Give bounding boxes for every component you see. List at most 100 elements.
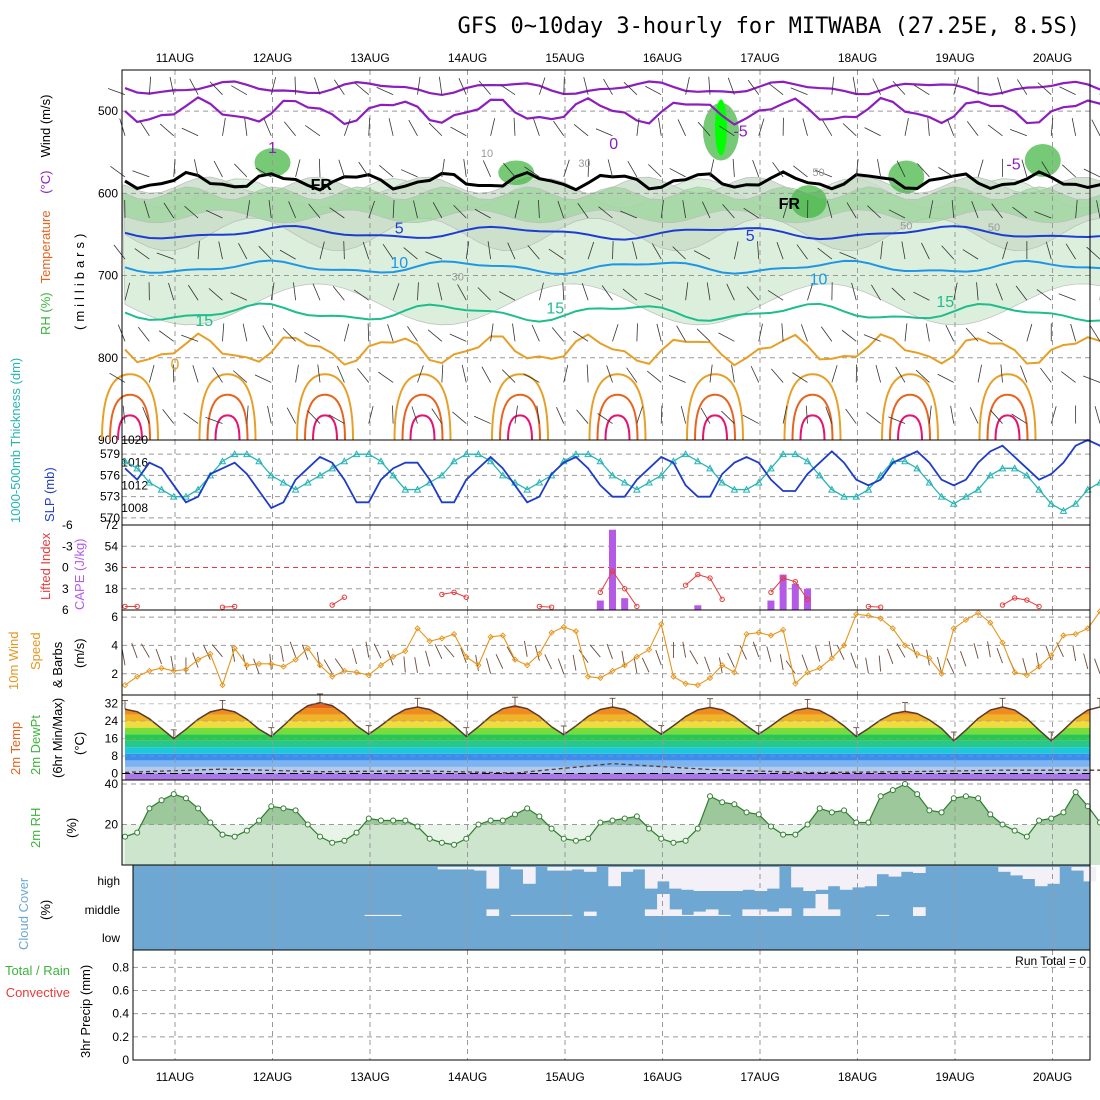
wind-barb — [143, 200, 150, 219]
wind-barb — [603, 78, 613, 95]
wind-barb — [776, 242, 784, 260]
wind-barb-10m — [253, 658, 260, 674]
panel-frame — [121, 609, 1091, 696]
wind-barb — [928, 200, 934, 219]
contour-label: -5 — [733, 124, 747, 141]
cloud-mid-gap — [388, 914, 402, 916]
wind-barb — [752, 159, 760, 178]
wind-barb — [162, 409, 175, 424]
wind-barb-10m — [495, 653, 504, 669]
wind-speed-point — [158, 664, 165, 672]
wind-barb — [367, 323, 370, 342]
wind-barb — [1096, 200, 1100, 219]
thickness-point — [718, 478, 727, 486]
rh-point — [536, 813, 543, 820]
wind-barb-10m — [403, 656, 406, 673]
rh-point — [475, 821, 482, 828]
wind-speed-point — [853, 611, 860, 618]
thickness-point — [974, 485, 982, 493]
wind-barb — [158, 330, 174, 342]
wind-barb — [1061, 371, 1076, 383]
date-tick-label: 15AUG — [545, 1070, 584, 1084]
rh-point — [499, 817, 506, 824]
wind-barb — [719, 125, 735, 137]
wind-barb — [168, 282, 175, 301]
rh-point — [377, 817, 384, 824]
wind-barb — [218, 241, 223, 260]
rh-point — [329, 839, 336, 846]
cloud-level-label: low — [102, 931, 120, 945]
wind-barb — [612, 241, 614, 260]
wind-barb — [353, 289, 369, 301]
lifted-point — [1036, 603, 1042, 610]
thickness-point — [1071, 499, 1080, 507]
lifted-point — [231, 603, 238, 610]
wind-barb — [1037, 82, 1052, 95]
wind-barb — [533, 118, 540, 136]
wind-barb — [425, 251, 443, 260]
wind-barb — [357, 368, 370, 383]
rh-point — [256, 817, 263, 824]
wind-barb — [282, 328, 296, 342]
lifted-line — [441, 591, 467, 598]
temp-band — [125, 766, 1090, 774]
temp-contour-warm — [409, 414, 436, 441]
wind-speed-point — [633, 653, 641, 660]
lifted-point — [999, 602, 1006, 608]
wind-speed-point — [536, 650, 543, 658]
wind-speed-point — [1011, 669, 1018, 676]
cloud-high-gap — [742, 867, 756, 890]
wind-barb — [620, 210, 638, 219]
wind-barb — [258, 245, 272, 260]
rh-point — [487, 817, 494, 824]
wind-barb — [727, 77, 735, 95]
cloud-high-gap — [644, 867, 658, 889]
wind-barb — [458, 78, 467, 95]
wind-barb-10m — [131, 642, 138, 659]
thickness-point — [194, 485, 202, 493]
wind-barb — [732, 158, 735, 177]
wind-barb-10m — [280, 645, 284, 662]
rh-point — [304, 821, 311, 828]
rh-tick-label: 40 — [105, 777, 119, 791]
wind-barb — [474, 208, 491, 219]
wind-barb — [1083, 168, 1100, 178]
cape-ylabel: CAPE (J/kg) — [72, 538, 87, 610]
wind-barb — [904, 118, 909, 136]
thickness-point — [401, 485, 410, 493]
wind-barb — [672, 246, 686, 260]
wind-speed-point — [914, 650, 921, 658]
cloud-mid-gap — [742, 909, 756, 916]
cape-bar — [791, 584, 799, 610]
wind-barb — [563, 364, 569, 383]
thickness-point — [608, 471, 617, 479]
cloud-mid-gap — [657, 894, 670, 916]
cloud-mid-gap — [644, 909, 658, 916]
cloud-mid-gap — [510, 914, 524, 916]
wind-barb-10m — [203, 644, 211, 660]
cloud-high-gap — [827, 867, 841, 887]
pressure-tick-label: 500 — [98, 104, 118, 118]
wind-barb-10m — [704, 656, 711, 672]
lifted-point — [865, 603, 872, 610]
wind-barb — [743, 207, 759, 219]
wind-barb — [514, 200, 520, 219]
wind-barb — [768, 83, 784, 95]
lifted-point — [682, 582, 689, 588]
date-tick-label: 18AUG — [838, 1070, 877, 1084]
wind-barb — [928, 405, 932, 424]
wind-barb — [951, 200, 955, 219]
wind-ylabel-part: & Barbs — [50, 641, 65, 688]
temp-band — [125, 734, 1090, 741]
rh-point — [219, 831, 226, 838]
wind-speed-point — [901, 642, 909, 649]
wind-barb — [845, 408, 857, 424]
wind-barb-10m — [682, 641, 687, 658]
wind-speed-point — [365, 672, 372, 679]
wind-speed-point — [621, 662, 628, 669]
temp-contour-warm — [799, 414, 826, 441]
wind-speed-point — [743, 630, 750, 638]
wind-barb — [950, 405, 955, 424]
wind-barb-10m — [606, 643, 613, 660]
wind-barb-10m — [1094, 658, 1100, 674]
